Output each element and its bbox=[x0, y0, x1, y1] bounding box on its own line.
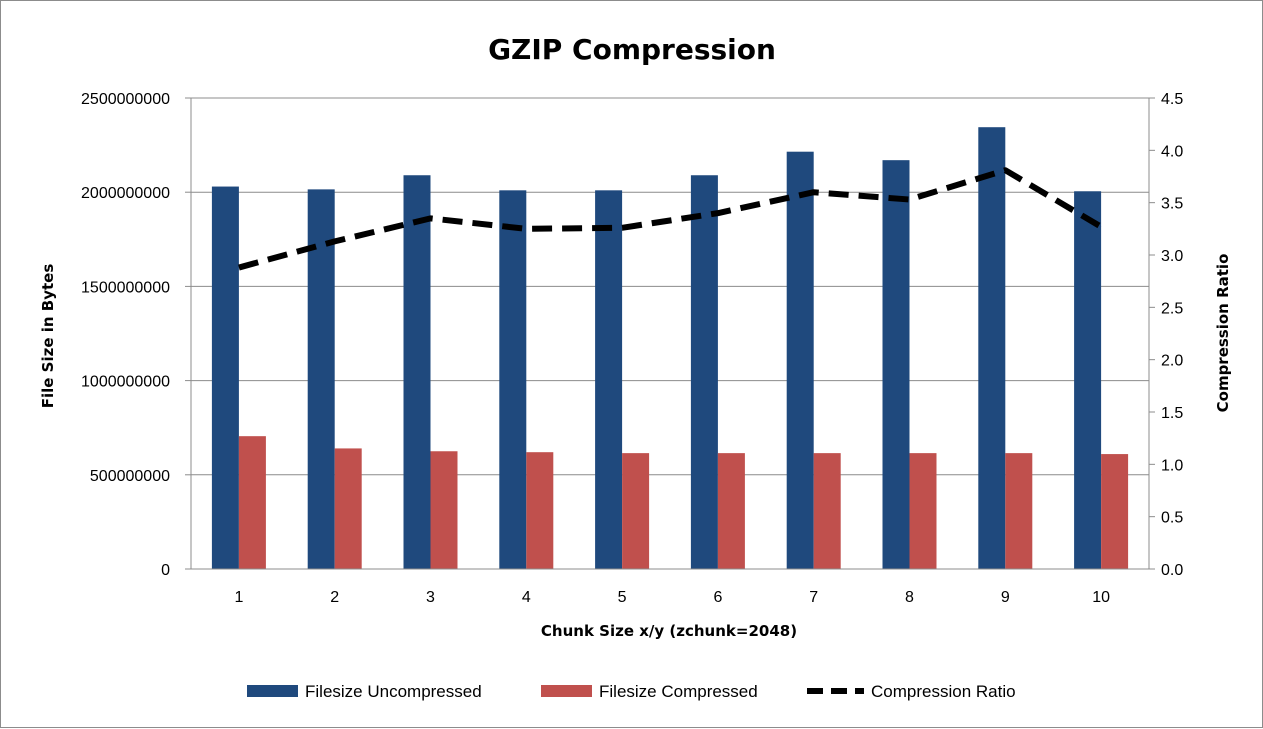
y2-tick-label: 2.5 bbox=[1161, 300, 1183, 317]
legend: Filesize Uncompressed Filesize Compressed… bbox=[247, 682, 1016, 701]
y-tick-label: 1000000000 bbox=[81, 374, 170, 391]
bar-compressed-10 bbox=[1101, 454, 1128, 569]
bar-compressed-7 bbox=[814, 453, 841, 569]
x-tick-label: 4 bbox=[522, 589, 531, 606]
x-tick-label: 10 bbox=[1092, 589, 1110, 606]
bar-compressed-4 bbox=[526, 452, 553, 569]
bar-compressed-6 bbox=[718, 453, 745, 569]
legend-swatch-compressed bbox=[541, 685, 592, 697]
chart-title: GZIP Compression bbox=[488, 33, 776, 66]
bar-uncompressed-8 bbox=[883, 160, 910, 569]
compression-ratio-path bbox=[239, 170, 1101, 267]
bar-compressed-3 bbox=[431, 451, 458, 569]
y-tick-label: 1500000000 bbox=[81, 279, 170, 296]
bar-uncompressed-9 bbox=[978, 127, 1005, 569]
y2-axis-label: Compression Ratio bbox=[1214, 254, 1232, 413]
bar-uncompressed-7 bbox=[787, 152, 814, 569]
bar-compressed-9 bbox=[1005, 453, 1032, 569]
y2-tick-label: 1.5 bbox=[1161, 405, 1183, 422]
x-axis-label: Chunk Size x/y (zchunk=2048) bbox=[541, 622, 797, 640]
x-tick-label: 9 bbox=[1001, 589, 1010, 606]
bar-uncompressed-1 bbox=[212, 187, 239, 569]
bar-compressed-8 bbox=[910, 453, 937, 569]
x-tick-label: 3 bbox=[426, 589, 435, 606]
bar-compressed-1 bbox=[239, 436, 266, 569]
y2-tick-label: 3.5 bbox=[1161, 196, 1183, 213]
bar-compressed-2 bbox=[335, 448, 362, 569]
legend-label: Compression Ratio bbox=[871, 682, 1016, 701]
y-tick-label: 2500000000 bbox=[81, 91, 170, 108]
y2-tick-label: 4.0 bbox=[1161, 143, 1183, 160]
legend-label: Filesize Uncompressed bbox=[305, 682, 482, 701]
x-tick-label: 7 bbox=[809, 589, 818, 606]
bar-uncompressed-5 bbox=[595, 190, 622, 569]
bar-compressed-5 bbox=[622, 453, 649, 569]
y-tick-label: 0 bbox=[161, 562, 170, 579]
y2-tick-label: 4.5 bbox=[1161, 91, 1183, 108]
legend-label: Filesize Compressed bbox=[599, 682, 758, 701]
x-tick-label: 1 bbox=[234, 589, 243, 606]
bar-uncompressed-4 bbox=[499, 190, 526, 569]
x-tick-label: 8 bbox=[905, 589, 914, 606]
y2-tick-label: 3.0 bbox=[1161, 248, 1183, 265]
x-tick-label: 2 bbox=[330, 589, 339, 606]
y2-tick-label: 2.0 bbox=[1161, 353, 1183, 370]
compression-ratio-line bbox=[239, 170, 1101, 268]
bar-uncompressed-10 bbox=[1074, 191, 1101, 569]
x-tick-label: 5 bbox=[618, 589, 627, 606]
y2-tick-label: 1.0 bbox=[1161, 457, 1183, 474]
bars bbox=[212, 127, 1128, 569]
y-tick-label: 2000000000 bbox=[81, 185, 170, 202]
y-tick-label: 500000000 bbox=[90, 468, 170, 485]
y2-tick-label: 0.5 bbox=[1161, 510, 1183, 527]
bar-uncompressed-6 bbox=[691, 175, 718, 569]
y-axis-label: File Size in Bytes bbox=[39, 264, 57, 409]
bar-uncompressed-3 bbox=[404, 175, 431, 569]
x-tick-label: 6 bbox=[713, 589, 722, 606]
y2-tick-label: 0.0 bbox=[1161, 562, 1183, 579]
legend-swatch-uncompressed bbox=[247, 685, 298, 697]
